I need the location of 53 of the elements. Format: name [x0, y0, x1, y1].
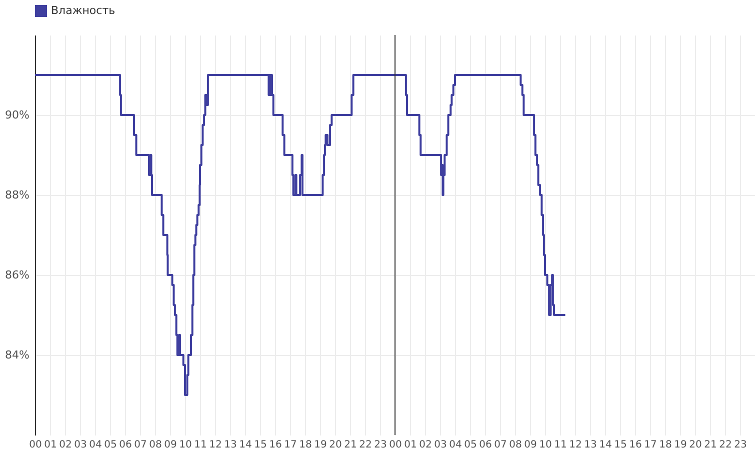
x-tick-label: 18: [659, 440, 672, 450]
x-tick-label: 22: [719, 440, 732, 450]
x-tick-label: 03: [434, 440, 447, 450]
x-tick-label: 12: [209, 440, 222, 450]
x-tick-label: 02: [59, 440, 72, 450]
x-tick-label: 09: [524, 440, 537, 450]
y-tick-label: 90%: [5, 108, 30, 122]
x-tick-label: 20: [689, 440, 702, 450]
x-tick-label: 00: [29, 440, 42, 450]
x-tick-label: 14: [239, 440, 252, 450]
x-tick-label: 15: [254, 440, 267, 450]
x-tick-label: 08: [149, 440, 162, 450]
y-tick-label: 84%: [5, 348, 30, 362]
x-tick-label: 06: [119, 440, 132, 450]
x-tick-label: 04: [449, 440, 462, 450]
x-tick-label: 23: [374, 440, 387, 450]
x-tick-label: 13: [224, 440, 237, 450]
x-tick-label: 12: [569, 440, 582, 450]
x-tick-label: 19: [674, 440, 687, 450]
x-tick-label: 22: [359, 440, 372, 450]
x-tick-label: 00: [389, 440, 402, 450]
x-tick-label: 04: [89, 440, 102, 450]
x-tick-label: 19: [314, 440, 327, 450]
x-tick-label: 10: [539, 440, 552, 450]
y-tick-label: 86%: [5, 268, 30, 282]
x-tick-label: 10: [179, 440, 192, 450]
x-tick-label: 05: [104, 440, 117, 450]
x-tick-label: 15: [614, 440, 627, 450]
legend-label: Влажность: [51, 4, 116, 17]
x-tick-label: 23: [734, 440, 747, 450]
x-tick-label: 07: [494, 440, 507, 450]
x-tick-label: 21: [704, 440, 717, 450]
x-tick-label: 13: [584, 440, 597, 450]
x-tick-label: 17: [284, 440, 297, 450]
x-tick-label: 11: [554, 440, 567, 450]
x-tick-label: 17: [644, 440, 657, 450]
x-tick-label: 08: [509, 440, 522, 450]
x-tick-label: 16: [269, 440, 282, 450]
x-tick-label: 09: [164, 440, 177, 450]
x-tick-label: 16: [629, 440, 642, 450]
y-tick-label: 88%: [5, 188, 30, 202]
x-tick-label: 20: [329, 440, 342, 450]
x-tick-label: 01: [404, 440, 417, 450]
x-tick-label: 05: [464, 440, 477, 450]
x-tick-label: 06: [479, 440, 492, 450]
x-tick-label: 18: [299, 440, 312, 450]
x-tick-label: 01: [44, 440, 57, 450]
x-tick-label: 07: [134, 440, 147, 450]
x-tick-label: 03: [74, 440, 87, 450]
x-tick-label: 21: [344, 440, 357, 450]
x-tick-label: 11: [194, 440, 207, 450]
x-tick-label: 02: [419, 440, 432, 450]
x-tick-label: 14: [599, 440, 612, 450]
